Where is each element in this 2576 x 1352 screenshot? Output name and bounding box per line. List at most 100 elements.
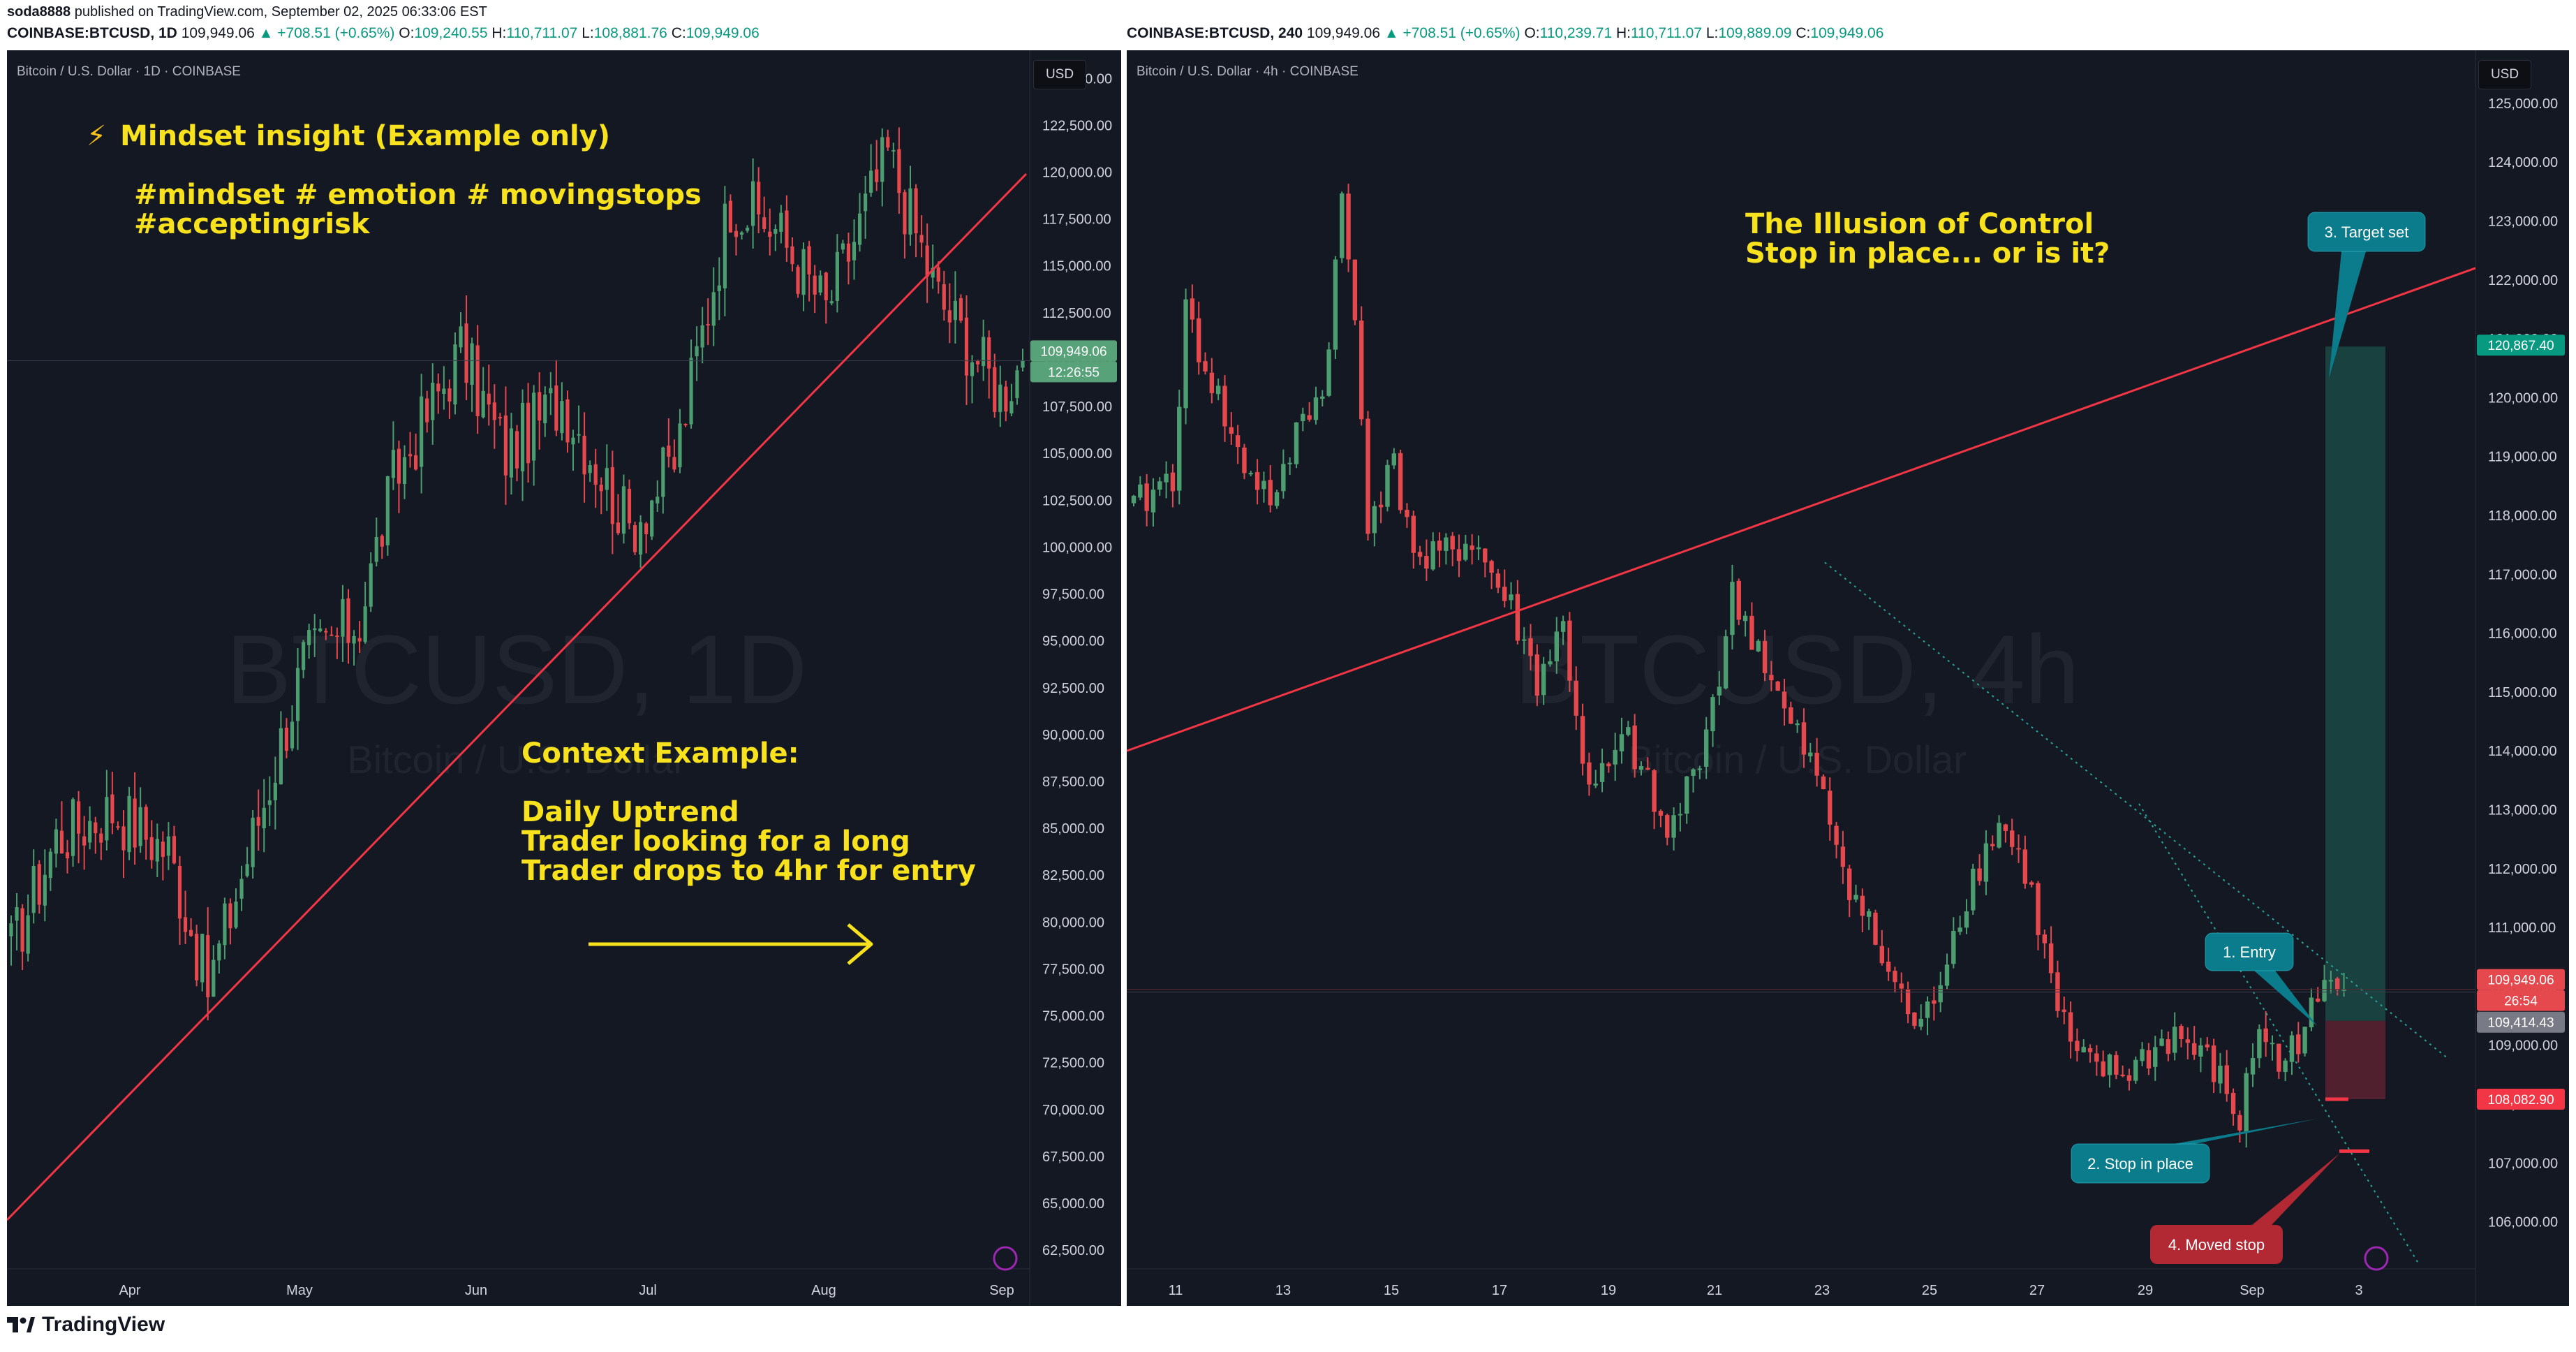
x-tick-label: 17 (1492, 1283, 1507, 1298)
x-tick-label: 13 (1275, 1283, 1291, 1298)
y-tick-label: 106,000.00 (2488, 1215, 2558, 1230)
right-close: 109,949.06 (1810, 25, 1884, 41)
left-currency-button[interactable]: USD (1033, 60, 1086, 89)
left-candle (543, 395, 547, 424)
left-candle (739, 232, 744, 235)
right-candle (1840, 846, 1846, 867)
right-watermark-sub: Bitcoin / U.S. Dollar (1627, 737, 1967, 781)
left-open: 109,240.55 (414, 25, 488, 41)
right-candle (1444, 537, 1449, 551)
left-candle (632, 525, 637, 552)
y-tick-label: 65,000.00 (1042, 1196, 1104, 1212)
left-countdown-label-bg (1030, 361, 1117, 383)
x-tick-label: 3 (2355, 1283, 2362, 1298)
y-tick-label: 120,000.00 (1042, 166, 1112, 181)
left-price: 109,949.06 (181, 25, 255, 41)
y-tick-label: 120,000.00 (2488, 390, 2558, 406)
left-symbol-line: COINBASE:BTCUSD, 1D 109,949.06 ▲ +708.51… (7, 25, 760, 41)
left-candle (801, 249, 806, 295)
left-candle (313, 628, 317, 631)
y-tick-label: 112,000.00 (2488, 862, 2557, 877)
left-candle (857, 213, 862, 245)
right-candle (1665, 815, 1670, 838)
right-candle (1287, 462, 1292, 464)
y-tick-label: 92,500.00 (1042, 681, 1104, 696)
x-tick-label: 25 (1922, 1283, 1937, 1298)
y-tick-label: 112,500.00 (1042, 306, 1111, 321)
right-candle (1222, 385, 1227, 427)
y-tick-label: 85,000.00 (1042, 821, 1104, 837)
right-candle (1411, 515, 1416, 553)
left-candle (903, 192, 907, 235)
right-candle (1352, 259, 1358, 321)
y-tick-label: 107,000.00 (2488, 1156, 2558, 1171)
y-tick-label: 124,000.00 (2488, 155, 2558, 170)
left-candle (667, 446, 671, 457)
right-candle (1847, 868, 1852, 900)
left-candle (335, 635, 339, 638)
right-candle (1685, 776, 1689, 814)
left-symbol: COINBASE:BTCUSD, 1D (7, 25, 177, 41)
left-candle (661, 447, 665, 497)
right-candle (1893, 971, 1897, 983)
right-candle (1723, 636, 1729, 689)
left-candle (217, 943, 221, 961)
right-candle (1671, 815, 1676, 838)
x-tick-label: Apr (119, 1283, 140, 1298)
left-candle (481, 390, 485, 418)
left-candle (385, 476, 390, 545)
left-candle (380, 536, 384, 547)
right-chart-panel[interactable]: BTCUSD, 4h Bitcoin / U.S. Dollar 125,000.0… (1127, 50, 2569, 1306)
target-callout-pointer (2329, 251, 2366, 379)
left-candle (414, 455, 418, 470)
left-candle (509, 428, 514, 478)
countdown-label: 26:54 (2504, 994, 2538, 1009)
left-candle (369, 563, 373, 607)
right-candle (1509, 594, 1513, 601)
right-candle (2263, 1028, 2268, 1043)
right-candle (1769, 675, 1774, 681)
left-candle (689, 358, 693, 425)
right-candle (2316, 998, 2320, 1002)
right-currency-button[interactable]: USD (2478, 60, 2531, 89)
right-candle (1391, 453, 1396, 466)
right-candle (1977, 868, 1982, 881)
left-candle (498, 417, 502, 419)
right-candle (1736, 580, 1741, 620)
right-price: 109,949.06 (1306, 25, 1380, 41)
y-tick-label: 95,000.00 (1042, 634, 1104, 649)
right-candle (2296, 1034, 2301, 1055)
left-candle (790, 246, 794, 265)
left-candle (549, 388, 553, 394)
left-candle (487, 393, 491, 405)
y-tick-label: 116,000.00 (2488, 626, 2557, 642)
right-candle (2185, 1039, 2191, 1043)
left-candle (532, 392, 536, 461)
target-callout-box (2307, 212, 2426, 252)
right-candle (1886, 961, 1891, 972)
x-tick-label: 15 (1384, 1283, 1399, 1298)
left-candle (593, 464, 598, 485)
left-candle (99, 833, 103, 843)
x-tick-label: 21 (1707, 1283, 1722, 1298)
left-candle (43, 874, 47, 906)
right-symbol: COINBASE:BTCUSD, 240 (1127, 25, 1303, 41)
ai-sparkle-icon (993, 1246, 1018, 1271)
x-tick-label: Aug (811, 1283, 836, 1298)
left-candle (942, 284, 946, 310)
right-candle (1789, 707, 1793, 724)
left-candle (20, 908, 24, 952)
left-candle (577, 434, 581, 436)
right-candle (2042, 934, 2047, 943)
right-candle (1274, 492, 1280, 506)
right-chart-svg[interactable]: BTCUSD, 4h Bitcoin / U.S. Dollar 125,000.0… (1127, 50, 2569, 1306)
left-candle (177, 865, 182, 919)
left-trendline (7, 172, 1028, 1221)
left-change: ▲ +708.51 (+0.65%) (258, 25, 395, 41)
right-candle (1801, 722, 1807, 755)
left-candle (436, 383, 441, 392)
left-candle (223, 903, 227, 946)
right-candle (1593, 784, 1598, 786)
